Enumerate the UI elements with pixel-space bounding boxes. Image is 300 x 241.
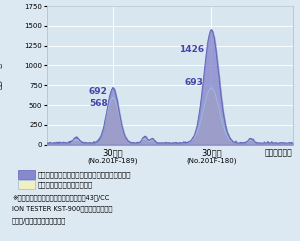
Text: 692: 692: [89, 87, 108, 96]
Text: （静置時間）: （静置時間）: [265, 148, 292, 157]
Y-axis label: （個/CC）: （個/CC）: [0, 62, 2, 89]
Text: 1426: 1426: [179, 45, 204, 54]
Text: 水道水をコップに入れて森修焼の上にのせたもの: 水道水をコップに入れて森修焼の上にのせたもの: [38, 171, 131, 178]
Text: 30分後: 30分後: [201, 148, 222, 157]
Text: （測定/遠赤外線応用研究会）: （測定/遠赤外線応用研究会）: [12, 217, 66, 223]
Text: 水道水をコップに入れたもの: 水道水をコップに入れたもの: [38, 181, 93, 188]
Text: ※測定時の室内マイナスイオン数は平均43個/CC: ※測定時の室内マイナスイオン数は平均43個/CC: [12, 194, 110, 201]
Text: (No.201F-180): (No.201F-180): [186, 158, 237, 164]
Text: 568: 568: [89, 99, 107, 107]
Text: (No.201F-189): (No.201F-189): [88, 158, 138, 164]
Text: 693: 693: [185, 78, 203, 87]
Text: 30秒後: 30秒後: [103, 148, 123, 157]
Text: ION TESTER KST-900型（神戸電波製）: ION TESTER KST-900型（神戸電波製）: [12, 205, 112, 212]
